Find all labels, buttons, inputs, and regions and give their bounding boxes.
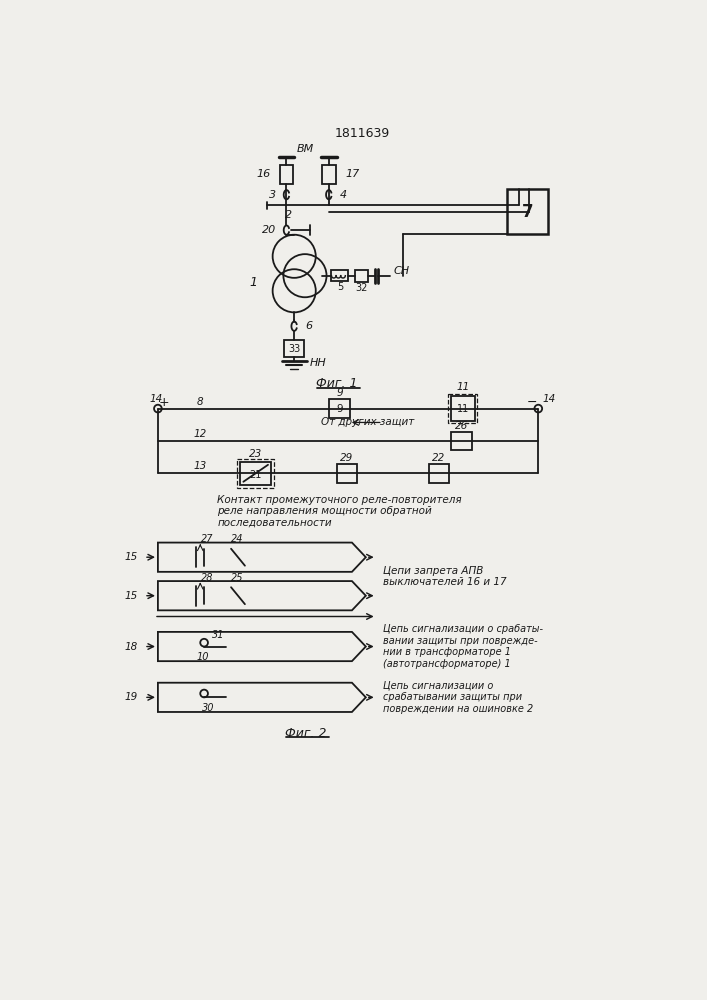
Text: ВМ: ВМ xyxy=(297,144,315,154)
Text: 2: 2 xyxy=(285,210,292,220)
Text: 31: 31 xyxy=(211,630,224,640)
Text: 33: 33 xyxy=(288,344,300,354)
Text: 15: 15 xyxy=(124,552,138,562)
Text: 13: 13 xyxy=(194,461,207,471)
Bar xyxy=(355,270,368,282)
Bar xyxy=(240,462,271,485)
Text: 3: 3 xyxy=(269,190,276,200)
Text: 12: 12 xyxy=(194,429,207,439)
Text: 27: 27 xyxy=(201,534,214,544)
Text: 7: 7 xyxy=(522,203,533,221)
Text: 19: 19 xyxy=(124,692,138,702)
Bar xyxy=(284,340,304,357)
Text: 11: 11 xyxy=(456,382,469,392)
Text: 6: 6 xyxy=(305,321,312,331)
Text: 20: 20 xyxy=(262,225,276,235)
Text: Фиг. 1: Фиг. 1 xyxy=(316,377,357,390)
Bar xyxy=(337,464,356,483)
Text: Цепь сигнализации о срабаты-
вании защиты при поврежде-
нии в трансформаторе 1
(: Цепь сигнализации о срабаты- вании защит… xyxy=(382,624,543,669)
Text: Контакт промежуточного реле-повторителя
реле направления мощности обратной
после: Контакт промежуточного реле-повторителя … xyxy=(217,495,462,528)
Text: 24: 24 xyxy=(231,534,243,544)
Bar xyxy=(450,432,472,450)
Bar xyxy=(508,189,547,234)
Text: 25: 25 xyxy=(231,573,243,583)
Text: 9: 9 xyxy=(337,404,343,414)
Text: 29: 29 xyxy=(340,453,354,463)
Text: 18: 18 xyxy=(124,642,138,652)
Text: 1: 1 xyxy=(250,276,257,289)
Text: Фиг. 2: Фиг. 2 xyxy=(285,727,327,740)
Text: 11: 11 xyxy=(457,404,469,414)
Text: 28: 28 xyxy=(201,573,214,583)
Text: НН: НН xyxy=(310,358,327,368)
Text: +: + xyxy=(159,396,170,409)
Bar xyxy=(429,464,449,483)
Bar xyxy=(450,396,475,421)
Bar xyxy=(329,399,351,418)
Text: 4: 4 xyxy=(339,190,346,200)
Text: 10: 10 xyxy=(197,652,209,662)
Text: 26: 26 xyxy=(455,421,468,431)
Text: СН: СН xyxy=(393,266,409,276)
Text: От других защит: От других защит xyxy=(321,417,414,427)
Text: 15: 15 xyxy=(124,591,138,601)
Text: 21: 21 xyxy=(250,470,262,480)
Bar xyxy=(332,270,349,281)
Bar xyxy=(279,165,293,184)
Text: 30: 30 xyxy=(201,703,214,713)
Text: 14: 14 xyxy=(150,394,163,404)
Text: Цепь сигнализации о
срабатывании защиты при
повреждении на ошиновке 2: Цепь сигнализации о срабатывании защиты … xyxy=(382,681,533,714)
Text: 32: 32 xyxy=(356,283,368,293)
Text: 14: 14 xyxy=(542,394,556,404)
Text: −: − xyxy=(527,396,537,409)
Text: 9: 9 xyxy=(337,388,343,398)
Text: 5: 5 xyxy=(337,282,343,292)
Bar xyxy=(322,165,336,184)
Text: 22: 22 xyxy=(432,453,445,463)
Text: 16: 16 xyxy=(256,169,270,179)
Bar xyxy=(238,459,274,488)
Text: 23: 23 xyxy=(249,449,262,459)
Text: 1811639: 1811639 xyxy=(335,127,390,140)
Text: 17: 17 xyxy=(345,169,359,179)
Bar xyxy=(448,394,477,423)
Text: 8: 8 xyxy=(197,397,204,407)
Text: Цепи запрета АПВ
выключателей 16 и 17: Цепи запрета АПВ выключателей 16 и 17 xyxy=(382,566,506,587)
